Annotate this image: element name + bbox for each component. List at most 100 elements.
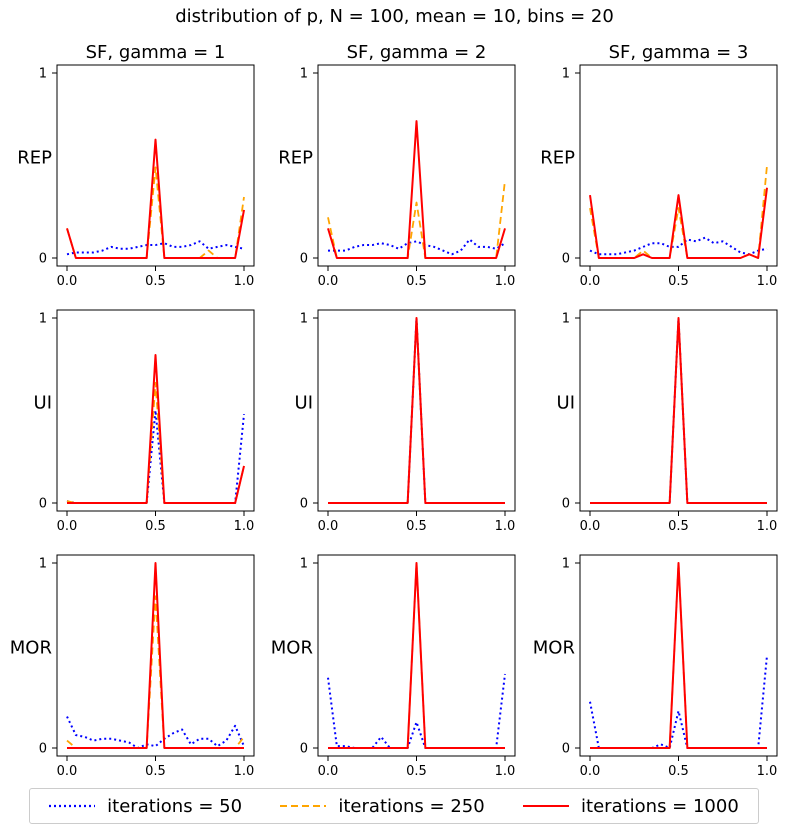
legend-item-iter250: iterations = 250 xyxy=(280,795,485,817)
series-line-iter50 xyxy=(328,317,505,504)
series-line-iter250 xyxy=(328,317,505,504)
x-tick-label: 1.0 xyxy=(495,274,516,289)
y-tick-label: 0 xyxy=(300,252,308,267)
y-axis-label: UI xyxy=(295,393,313,414)
subplot-2: 0.0 0.5 1.0 0 1 REP SF, gamma = 2 xyxy=(278,42,516,289)
subplot-6: 0.0 0.5 1.0 0 1 UI xyxy=(557,309,778,534)
series-line-iter50 xyxy=(589,236,768,256)
x-tick-label: 0.0 xyxy=(318,764,339,779)
series-line-iter1000 xyxy=(67,562,244,749)
x-tick-label: 1.0 xyxy=(757,764,778,779)
x-tick-label: 0.0 xyxy=(580,519,601,534)
y-tick-label: 0 xyxy=(562,742,570,757)
x-tick-label: 0.5 xyxy=(668,764,689,779)
legend-label-iter1000: iterations = 1000 xyxy=(581,795,739,817)
series-line-iter50 xyxy=(327,673,506,749)
x-tick-label: 0.5 xyxy=(406,274,427,289)
x-tick-label: 1.0 xyxy=(757,274,778,289)
x-tick-label: 1.0 xyxy=(757,519,778,534)
legend-item-iter1000: iterations = 1000 xyxy=(523,796,739,817)
series-line-iter50 xyxy=(590,317,767,504)
subplot-3: 0.0 0.5 1.0 0 1 REP SF, gamma = 3 xyxy=(540,42,778,289)
subplot-7: 0.0 0.5 1.0 0 1 MOR xyxy=(10,554,255,779)
figure-title: distribution of p, N = 100, mean = 10, b… xyxy=(175,6,614,27)
y-tick-label: 1 xyxy=(562,312,570,327)
series-line-iter1000 xyxy=(66,138,245,259)
subplot-title: SF, gamma = 3 xyxy=(609,42,749,63)
series-line-iter250 xyxy=(66,166,245,259)
legend-label-iter50: iterations = 50 xyxy=(107,795,243,817)
subplot-title: SF, gamma = 1 xyxy=(86,42,226,63)
y-tick-label: 0 xyxy=(300,742,308,757)
series-line-iter250 xyxy=(66,595,245,749)
subplot-title: SF, gamma = 2 xyxy=(347,42,487,63)
legend-swatch-solid xyxy=(523,805,570,807)
x-tick-label: 0.5 xyxy=(406,764,427,779)
y-tick-label: 1 xyxy=(39,312,47,327)
axes-frame xyxy=(56,554,255,757)
series-line-iter50 xyxy=(589,655,768,749)
y-tick-label: 1 xyxy=(39,557,47,572)
legend-item-iter50: iterations = 50 xyxy=(49,796,242,817)
x-tick-label: 0.5 xyxy=(145,274,166,289)
y-tick-label: 0 xyxy=(562,252,570,267)
y-axis-label: REP xyxy=(540,148,575,169)
series-line-iter1000 xyxy=(589,187,768,259)
y-tick-label: 1 xyxy=(300,312,308,327)
y-axis-label: MOR xyxy=(10,638,52,659)
x-tick-label: 1.0 xyxy=(234,764,255,779)
series-line-iter50 xyxy=(328,238,506,256)
series-line-iter250 xyxy=(66,381,245,504)
axes-frame xyxy=(56,309,255,512)
y-axis-label: UI xyxy=(34,393,52,414)
axes-frame xyxy=(579,64,778,267)
axes-frame xyxy=(56,64,255,267)
y-axis-label: MOR xyxy=(533,638,575,659)
y-tick-label: 0 xyxy=(39,252,47,267)
y-tick-label: 1 xyxy=(562,557,570,572)
y-tick-label: 1 xyxy=(300,557,308,572)
x-tick-label: 1.0 xyxy=(234,519,255,534)
series-line-iter50 xyxy=(66,240,245,256)
axes-frame xyxy=(317,309,516,512)
series-line-iter1000 xyxy=(590,317,767,504)
y-tick-label: 0 xyxy=(562,497,570,512)
series-line-iter250 xyxy=(328,562,505,749)
x-tick-label: 0.5 xyxy=(668,274,689,289)
y-tick-label: 0 xyxy=(39,742,47,757)
series-line-iter1000 xyxy=(328,562,505,749)
axes-frame xyxy=(579,554,778,757)
x-tick-label: 0.0 xyxy=(580,764,601,779)
legend: iterations = 50 iterations = 250 iterati… xyxy=(29,788,759,824)
subplot-5: 0.0 0.5 1.0 0 1 UI xyxy=(295,309,516,534)
x-tick-label: 0.5 xyxy=(668,519,689,534)
x-tick-label: 1.0 xyxy=(495,519,516,534)
x-tick-label: 0.0 xyxy=(580,274,601,289)
legend-swatch-dashed xyxy=(280,805,327,807)
x-tick-label: 0.0 xyxy=(318,274,339,289)
y-axis-label: MOR xyxy=(271,638,313,659)
series-line-iter250 xyxy=(589,165,768,259)
y-tick-label: 0 xyxy=(39,497,47,512)
y-axis-label: REP xyxy=(17,148,52,169)
legend-swatch-dotted xyxy=(49,804,96,808)
series-line-iter50 xyxy=(66,716,245,749)
x-tick-label: 0.0 xyxy=(57,519,78,534)
series-line-iter250 xyxy=(590,562,767,749)
series-line-iter250 xyxy=(590,317,767,504)
x-tick-label: 0.5 xyxy=(145,519,166,534)
y-tick-label: 1 xyxy=(562,67,570,82)
y-axis-label: UI xyxy=(557,393,575,414)
subplot-1: 0.0 0.5 1.0 0 1 REP SF, gamma = 1 xyxy=(17,42,255,289)
y-tick-label: 1 xyxy=(300,67,308,82)
x-tick-label: 0.5 xyxy=(406,519,427,534)
x-tick-label: 1.0 xyxy=(234,274,255,289)
y-axis-label: REP xyxy=(278,148,313,169)
x-tick-label: 0.5 xyxy=(145,764,166,779)
x-tick-label: 0.0 xyxy=(318,519,339,534)
y-tick-label: 0 xyxy=(300,497,308,512)
legend-label-iter250: iterations = 250 xyxy=(338,795,485,817)
axes-frame xyxy=(317,64,516,267)
axes-frame xyxy=(579,309,778,512)
